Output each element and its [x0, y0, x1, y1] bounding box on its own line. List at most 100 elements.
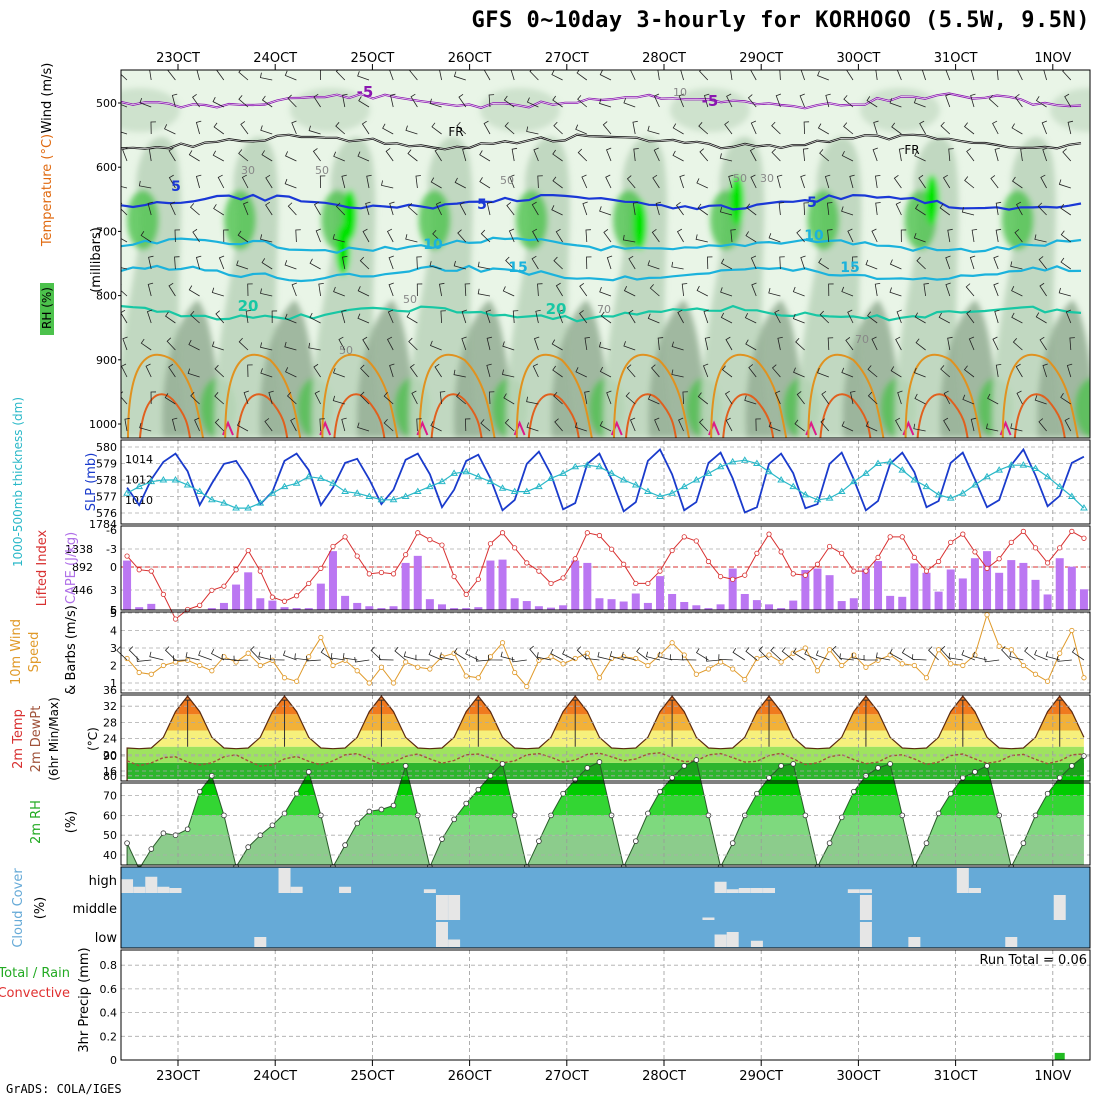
- slp-line: [126, 447, 1085, 514]
- wind-barb: [626, 364, 636, 378]
- wind-barb: [1042, 147, 1048, 162]
- wind-barb: [439, 282, 445, 297]
- thickness-point: [534, 482, 543, 490]
- credit-label: GrADS: COLA/IGES: [6, 1082, 122, 1096]
- wind-barb: [429, 98, 442, 108]
- rh-point: [378, 806, 385, 813]
- cloud-bar: [859, 922, 872, 947]
- wind-barb: [849, 174, 855, 189]
- wind-barb: [671, 369, 684, 378]
- wind-barb: [602, 121, 612, 135]
- contour-label: 20: [238, 297, 259, 315]
- wind-barb: [1038, 256, 1047, 270]
- li-point: [790, 571, 796, 577]
- li-point: [705, 558, 712, 565]
- wind-barb: [827, 337, 834, 351]
- cape-bar: [825, 575, 834, 610]
- contour-label: 50: [500, 174, 514, 187]
- thickness-point: [474, 472, 483, 480]
- cape-bar: [801, 569, 810, 610]
- panel-frame: [120, 694, 1091, 782]
- wind-barb: [313, 201, 321, 216]
- wind-barb: [390, 93, 396, 108]
- wind-barb: [732, 647, 746, 661]
- rh-point: [1069, 763, 1075, 769]
- wind-barb: [819, 149, 830, 162]
- wind-barb: [271, 310, 278, 324]
- tick-label: 700: [96, 225, 117, 238]
- wind-barb: [535, 309, 541, 324]
- wind-barb: [215, 310, 225, 324]
- wind-barb: [803, 202, 809, 216]
- wind-barb: [681, 654, 697, 661]
- tick-label: 80: [103, 770, 117, 783]
- wind-barb: [480, 229, 491, 243]
- thickness-point: [244, 504, 253, 511]
- wind-barb: [241, 174, 249, 189]
- wind-barb: [284, 260, 297, 270]
- li-point: [1069, 528, 1075, 534]
- thickness-point: [510, 487, 519, 495]
- wind-barb: [750, 174, 757, 189]
- wind-barb: [971, 228, 978, 243]
- wind-barb: [453, 648, 467, 661]
- wind-barb: [718, 654, 733, 661]
- wind-speed-point: [390, 680, 397, 686]
- wind-barb: [815, 650, 830, 661]
- cloud-bar: [702, 917, 715, 920]
- wind-barb: [895, 201, 902, 216]
- wind-barb: [408, 337, 418, 351]
- wind-barb: [657, 70, 660, 81]
- cape-tick: 1338: [65, 543, 93, 556]
- wind-barb: [1069, 337, 1075, 351]
- wind-barb: [841, 286, 854, 297]
- wind-barb: [800, 70, 805, 81]
- wind-barb: [900, 229, 907, 243]
- li-point: [560, 575, 566, 581]
- li-point: [887, 534, 893, 540]
- isotherm-line: [121, 304, 1082, 323]
- wind-barb: [171, 93, 178, 108]
- rh-point: [160, 830, 167, 837]
- li-point: [548, 580, 554, 587]
- wind-barb: [265, 201, 273, 216]
- wind-barb: [330, 653, 346, 661]
- wind-speed-point: [645, 662, 651, 669]
- rh-point: [693, 757, 700, 763]
- li-point: [330, 543, 336, 550]
- thickness-point: [631, 480, 640, 488]
- wind-barb: [286, 391, 297, 405]
- wind-barb: [866, 96, 878, 108]
- cape-bar: [1055, 558, 1064, 610]
- wind-barb: [510, 70, 515, 81]
- wind-barb: [465, 649, 479, 661]
- cloud-bar: [738, 888, 751, 893]
- thickness-point: [728, 457, 737, 465]
- cape-bar: [631, 593, 640, 610]
- wind-barb: [865, 259, 878, 270]
- wind-barb: [725, 417, 733, 432]
- wind-barb: [702, 363, 709, 378]
- cloud-bar: [956, 868, 969, 893]
- wind-barb: [963, 365, 975, 378]
- wind-speed-point: [742, 676, 748, 683]
- wind-barb: [584, 390, 590, 405]
- cape-bar: [595, 598, 604, 610]
- surface-hot-contour: [722, 393, 775, 438]
- contour-label: FR: [904, 143, 919, 157]
- wind-barb: [647, 125, 660, 135]
- li-point: [717, 573, 724, 580]
- wind-barb: [174, 256, 180, 270]
- thickness-point: [753, 459, 761, 466]
- wind-barb: [895, 417, 902, 432]
- wind-speed-point: [814, 668, 821, 674]
- rh-band: [127, 795, 1084, 816]
- cloud-bar: [714, 934, 727, 947]
- wind-barb: [914, 204, 926, 216]
- wind-barb: [167, 70, 176, 81]
- li-point: [693, 538, 699, 544]
- li-point: [584, 530, 590, 536]
- thickness-point: [413, 487, 422, 495]
- wind-barb: [456, 392, 467, 405]
- wind-barb: [799, 93, 805, 108]
